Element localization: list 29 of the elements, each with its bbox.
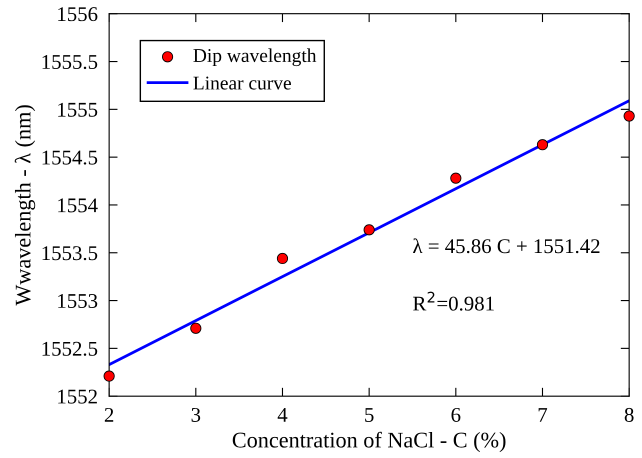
x-axis-title: Concentration of NaCl - C (%) bbox=[232, 432, 506, 452]
y-tick-label: 1555.5 bbox=[42, 55, 98, 70]
x-tick-label: 5 bbox=[365, 408, 374, 422]
y-axis-title: Wwavelength - λ (nm) bbox=[14, 105, 36, 306]
point bbox=[276, 252, 288, 264]
y-tick-label: 1554.5 bbox=[42, 150, 98, 165]
y-tick-label: 1554 bbox=[58, 198, 98, 212]
point bbox=[536, 139, 548, 150]
y-tick-label: 1552.5 bbox=[42, 342, 98, 356]
legend-label: Dip wavelength bbox=[193, 48, 316, 66]
x-tick-label: 6 bbox=[452, 408, 460, 422]
point bbox=[104, 370, 115, 382]
point bbox=[364, 224, 375, 236]
y-tick-label: 1553 bbox=[58, 294, 98, 308]
annotation: λ = 45.86 C + 1551.42 bbox=[413, 238, 600, 254]
y-tick-label: 1553.5 bbox=[42, 246, 98, 260]
point bbox=[450, 172, 462, 184]
legend-label: Linear curve bbox=[193, 76, 291, 90]
x-tick-label: 4 bbox=[278, 408, 288, 422]
x-tick-label: 8 bbox=[624, 408, 634, 422]
x-tick-label: 2 bbox=[104, 408, 114, 422]
y-tick-label: 1555 bbox=[58, 102, 98, 117]
x-tick-label: 7 bbox=[538, 408, 548, 422]
point bbox=[624, 110, 635, 122]
annotation: R$^{2}$=0.981 bbox=[413, 292, 494, 311]
y-tick-label: 1556 bbox=[58, 7, 98, 22]
x-tick-label: 3 bbox=[192, 408, 200, 422]
point bbox=[190, 322, 202, 334]
y-tick-label: 1552 bbox=[58, 390, 97, 404]
